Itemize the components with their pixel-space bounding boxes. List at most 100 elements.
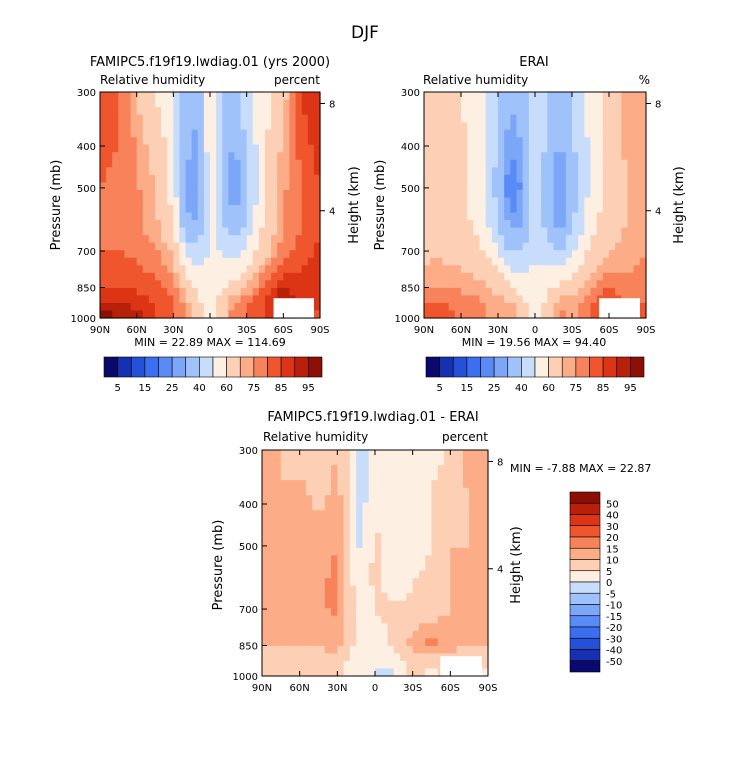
heatmap-cell bbox=[362, 517, 370, 526]
heatmap-cell bbox=[387, 502, 395, 511]
heatmap-cell bbox=[475, 472, 483, 481]
heatmap-cell bbox=[461, 280, 468, 289]
heatmap-cell bbox=[283, 265, 291, 274]
heatmap-cell bbox=[418, 570, 426, 579]
heatmap-cell bbox=[222, 114, 229, 123]
heatmap-cell bbox=[148, 122, 156, 131]
heatmap-cell bbox=[516, 197, 524, 206]
heatmap-cell bbox=[522, 302, 530, 312]
heatmap-cell bbox=[161, 167, 168, 176]
heatmap-cell bbox=[287, 547, 294, 557]
heatmap-cell bbox=[179, 272, 187, 281]
heatmap-cell bbox=[528, 137, 536, 146]
heatmap-cell bbox=[258, 122, 266, 131]
heatmap-cell bbox=[148, 107, 156, 116]
heatmap-cell bbox=[265, 287, 272, 296]
y-tick-label: 500 bbox=[77, 184, 96, 195]
heatmap-cell bbox=[485, 114, 493, 123]
heatmap-cell bbox=[262, 668, 269, 677]
heatmap-cell bbox=[118, 257, 126, 266]
heatmap-cell bbox=[375, 615, 382, 624]
heatmap-cell bbox=[469, 593, 477, 602]
panel-2-title: ERAI bbox=[519, 55, 548, 70]
heatmap-cell bbox=[565, 205, 573, 214]
heatmap-cell bbox=[203, 144, 211, 153]
heatmap-cell bbox=[578, 137, 585, 146]
heatmap-cell bbox=[262, 593, 269, 602]
heatmap-cell bbox=[547, 302, 555, 312]
heatmap-cell bbox=[491, 280, 499, 289]
heatmap-cell bbox=[547, 114, 555, 123]
heatmap-cell bbox=[271, 287, 278, 296]
heatmap-cell bbox=[510, 152, 518, 161]
heatmap-cell bbox=[124, 310, 132, 319]
heatmap-cell bbox=[203, 295, 211, 304]
heatmap-cell bbox=[274, 638, 282, 647]
heatmap-cell bbox=[203, 287, 211, 296]
heatmap-cell bbox=[268, 630, 276, 639]
heatmap-cell bbox=[142, 302, 150, 312]
heatmap-cell bbox=[578, 205, 585, 214]
heatmap-cell bbox=[387, 660, 395, 670]
heatmap-cell bbox=[124, 220, 132, 229]
heatmap-cell bbox=[191, 310, 199, 319]
heatmap-cell bbox=[481, 563, 489, 572]
heatmap-cell bbox=[301, 242, 309, 251]
heatmap-cell bbox=[287, 517, 294, 526]
heatmap-cell bbox=[179, 302, 187, 312]
heatmap-cell bbox=[155, 205, 162, 214]
heatmap-cell bbox=[621, 205, 629, 214]
heatmap-cell bbox=[425, 502, 433, 511]
heatmap-cell bbox=[234, 167, 242, 176]
heatmap-cell bbox=[615, 159, 622, 168]
heatmap-cell bbox=[130, 220, 138, 229]
heatmap-cell bbox=[280, 547, 288, 557]
heatmap-cell bbox=[547, 227, 555, 236]
heatmap-cell bbox=[485, 152, 493, 161]
heatmap-cell bbox=[274, 600, 282, 609]
heatmap-cell bbox=[442, 122, 450, 131]
heatmap-cell bbox=[596, 250, 604, 259]
heatmap-cell bbox=[100, 137, 107, 146]
heatmap-cell bbox=[473, 144, 481, 153]
heatmap-cell bbox=[528, 182, 536, 191]
heatmap-cell bbox=[609, 250, 616, 259]
y-tick-label: 700 bbox=[401, 247, 420, 258]
heatmap-cell bbox=[615, 92, 622, 101]
heatmap-cell bbox=[541, 167, 548, 176]
heatmap-cell bbox=[467, 280, 474, 289]
heatmap-cell bbox=[431, 480, 439, 489]
heatmap-cell bbox=[246, 227, 254, 236]
heatmap-cell bbox=[633, 250, 641, 259]
heatmap-cell bbox=[510, 92, 518, 101]
heatmap-cell bbox=[450, 563, 458, 572]
heatmap-cell bbox=[590, 137, 598, 146]
heatmap-cell bbox=[393, 570, 401, 579]
heatmap-cell bbox=[400, 517, 407, 526]
heatmap-cell bbox=[313, 205, 321, 214]
heatmap-cell bbox=[271, 144, 278, 153]
heatmap-cell bbox=[234, 114, 242, 123]
heatmap-cell bbox=[578, 212, 585, 221]
heatmap-cell bbox=[535, 99, 542, 108]
heatmap-cell bbox=[454, 310, 462, 319]
heatmap-cell bbox=[277, 250, 284, 259]
heatmap-cell bbox=[349, 480, 357, 489]
heatmap-cell bbox=[179, 144, 187, 153]
heatmap-cell bbox=[289, 174, 297, 183]
heatmap-cell bbox=[161, 182, 168, 191]
colorbar-label: -50 bbox=[606, 657, 622, 668]
heatmap-cell bbox=[602, 220, 610, 229]
heatmap-cell bbox=[469, 555, 477, 564]
heatmap-cell bbox=[258, 189, 266, 199]
heatmap-cell bbox=[203, 212, 211, 221]
heatmap-cell bbox=[475, 547, 483, 557]
heatmap-cell bbox=[295, 137, 303, 146]
heatmap-cell bbox=[130, 167, 138, 176]
heatmap-cell bbox=[197, 152, 205, 161]
heatmap-cell bbox=[312, 517, 320, 526]
heatmap-cell bbox=[136, 174, 144, 183]
heatmap-cell bbox=[412, 623, 420, 632]
heatmap-cell bbox=[430, 280, 437, 289]
heatmap-cells bbox=[262, 450, 489, 677]
